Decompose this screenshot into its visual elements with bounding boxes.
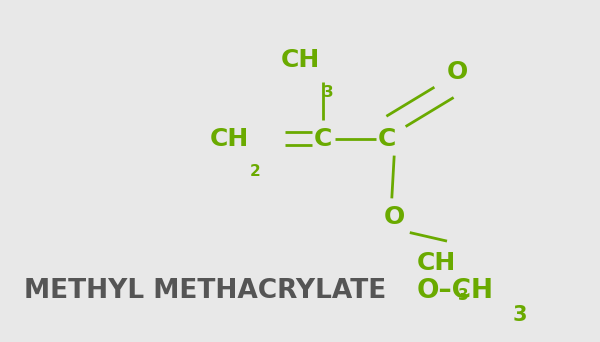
Text: 3: 3: [323, 85, 334, 100]
Text: C: C: [378, 127, 396, 150]
Text: 3: 3: [458, 288, 469, 303]
Text: 2: 2: [250, 163, 260, 179]
Text: 3: 3: [513, 305, 527, 325]
Text: O: O: [446, 60, 468, 84]
Text: C: C: [314, 127, 332, 150]
Text: O–CH: O–CH: [417, 278, 494, 304]
Text: METHYL METHACRYLATE: METHYL METHACRYLATE: [24, 278, 386, 304]
Text: CH: CH: [281, 48, 320, 72]
Text: O: O: [384, 205, 406, 229]
Text: CH: CH: [210, 127, 249, 150]
Text: CH: CH: [417, 251, 456, 275]
